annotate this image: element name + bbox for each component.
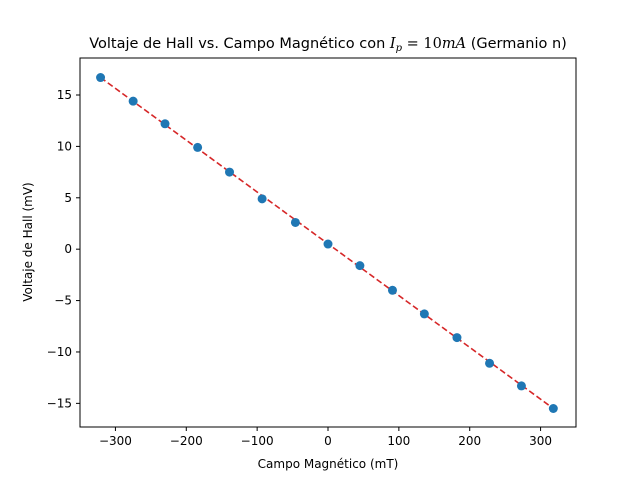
x-axis-ticks: −300 −200 −100 0 100 200 300 <box>99 427 552 448</box>
data-point <box>355 261 365 271</box>
data-point <box>323 239 333 249</box>
data-point <box>452 333 462 343</box>
chart-title: Voltaje de Hall vs. Campo Magnético con … <box>89 36 567 54</box>
data-point <box>419 309 429 319</box>
y-axis-ticks: −15 −10 −5 0 5 10 15 <box>47 88 80 410</box>
data-point <box>96 73 106 83</box>
chart-title-math-var: I <box>389 36 396 52</box>
data-point <box>160 119 170 129</box>
data-point <box>257 194 267 204</box>
data-point <box>193 142 203 152</box>
y-tick-label: 15 <box>57 88 72 102</box>
y-tick-label: −10 <box>47 345 72 359</box>
y-axis-label: Voltaje de Hall (mV) <box>21 182 35 301</box>
chart-title-math-sub: p <box>396 43 403 54</box>
data-point <box>225 167 235 177</box>
data-point <box>128 96 138 106</box>
data-point <box>548 403 558 413</box>
x-tick-label: 200 <box>458 434 481 448</box>
x-tick-label: −200 <box>170 434 203 448</box>
y-tick-label: 10 <box>57 139 72 153</box>
x-tick-label: −300 <box>99 434 132 448</box>
chart-title-math-rest: = 10 <box>402 36 442 52</box>
chart-title-pre: Voltaje de Hall vs. Campo Magnético con <box>89 36 390 52</box>
plot-area <box>96 73 558 413</box>
y-tick-label: 0 <box>64 242 72 256</box>
x-tick-label: −100 <box>241 434 274 448</box>
y-tick-label: −5 <box>54 294 72 308</box>
x-tick-label: 100 <box>387 434 410 448</box>
x-tick-label: 300 <box>529 434 552 448</box>
x-axis-label: Campo Magnético (mT) <box>258 457 399 471</box>
data-point <box>387 285 397 295</box>
data-point <box>485 358 495 368</box>
data-point <box>516 381 526 391</box>
x-tick-label: 0 <box>324 434 332 448</box>
y-tick-label: −15 <box>47 396 72 410</box>
chart-title-post: (Germanio n) <box>466 36 567 52</box>
chart-title-math-unit: mA <box>442 36 466 52</box>
y-tick-label: 5 <box>64 191 72 205</box>
data-point <box>290 217 300 227</box>
